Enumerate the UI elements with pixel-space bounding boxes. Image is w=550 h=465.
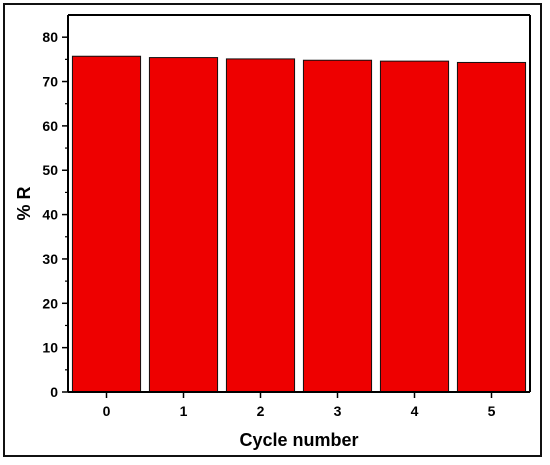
y-tick-label: 30 (42, 251, 58, 267)
bars-group (71, 55, 527, 393)
y-tick-label: 0 (50, 384, 58, 400)
x-tick-label: 1 (180, 403, 188, 419)
bar-cycle-4 (379, 60, 450, 393)
y-tick-label: 50 (42, 162, 58, 178)
x-tick-label: 4 (411, 403, 419, 419)
x-tick-label: 5 (488, 403, 496, 419)
y-tick-label: 20 (42, 295, 58, 311)
bar-cycle-1 (148, 57, 219, 393)
y-ticks-group: 0 10 20 30 40 50 60 70 80 (42, 29, 68, 400)
bar-cycle-2 (225, 58, 296, 393)
x-tick-label: 2 (257, 403, 265, 419)
axes-group (67, 14, 531, 393)
bar-cycle-0 (71, 55, 142, 393)
bar-cycle-5 (456, 61, 527, 393)
x-tick-label: 0 (103, 403, 111, 419)
y-tick-label: 10 (42, 340, 58, 356)
x-tick-label: 3 (334, 403, 342, 419)
y-tick-label: 60 (42, 118, 58, 134)
y-tick-label: 70 (42, 74, 58, 90)
bar-cycle-3 (302, 59, 373, 393)
y-axis-label: % R (14, 186, 34, 220)
x-ticks-group: 0 1 2 3 4 5 (103, 392, 496, 419)
y-tick-label: 80 (42, 29, 58, 45)
x-axis-label: Cycle number (239, 430, 358, 450)
y-tick-label: 40 (42, 207, 58, 223)
